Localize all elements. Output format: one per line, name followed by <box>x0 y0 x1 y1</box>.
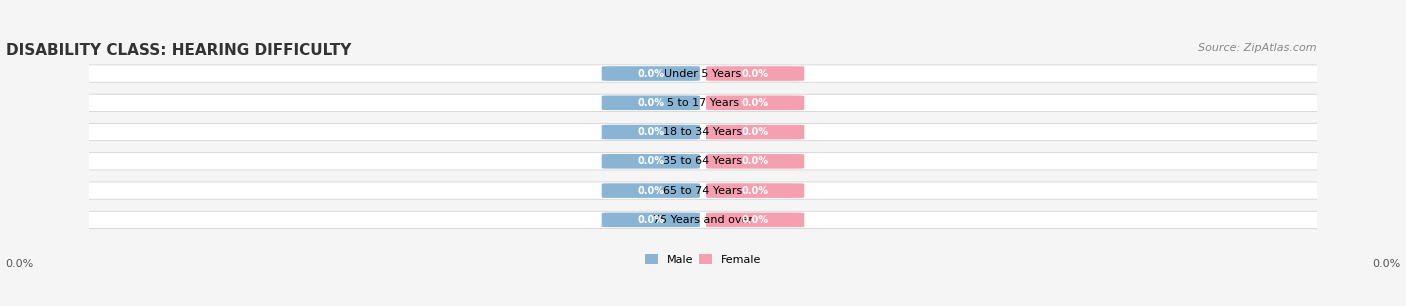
FancyBboxPatch shape <box>602 183 700 198</box>
Text: 5 to 17 Years: 5 to 17 Years <box>666 98 740 108</box>
Text: 0.0%: 0.0% <box>637 127 664 137</box>
FancyBboxPatch shape <box>706 183 804 198</box>
Text: 0.0%: 0.0% <box>742 156 769 166</box>
FancyBboxPatch shape <box>706 154 804 169</box>
FancyBboxPatch shape <box>77 211 1329 229</box>
Text: 0.0%: 0.0% <box>742 69 769 79</box>
Text: 0.0%: 0.0% <box>742 215 769 225</box>
Text: 0.0%: 0.0% <box>637 69 664 79</box>
Text: 35 to 64 Years: 35 to 64 Years <box>664 156 742 166</box>
Text: 0.0%: 0.0% <box>637 156 664 166</box>
Text: Under 5 Years: Under 5 Years <box>665 69 741 79</box>
Legend: Male, Female: Male, Female <box>644 254 762 264</box>
FancyBboxPatch shape <box>706 95 804 110</box>
Text: 0.0%: 0.0% <box>1372 259 1400 269</box>
Text: 0.0%: 0.0% <box>637 215 664 225</box>
FancyBboxPatch shape <box>602 95 700 110</box>
Text: 65 to 74 Years: 65 to 74 Years <box>664 186 742 196</box>
Text: 0.0%: 0.0% <box>742 98 769 108</box>
Text: 75 Years and over: 75 Years and over <box>652 215 754 225</box>
FancyBboxPatch shape <box>77 153 1329 170</box>
FancyBboxPatch shape <box>77 182 1329 199</box>
Text: DISABILITY CLASS: HEARING DIFFICULTY: DISABILITY CLASS: HEARING DIFFICULTY <box>6 43 352 58</box>
FancyBboxPatch shape <box>602 66 700 81</box>
FancyBboxPatch shape <box>77 65 1329 82</box>
FancyBboxPatch shape <box>602 213 700 227</box>
FancyBboxPatch shape <box>706 66 804 81</box>
Text: 0.0%: 0.0% <box>6 259 34 269</box>
FancyBboxPatch shape <box>77 123 1329 141</box>
FancyBboxPatch shape <box>602 154 700 169</box>
Text: 0.0%: 0.0% <box>637 98 664 108</box>
Text: Source: ZipAtlas.com: Source: ZipAtlas.com <box>1198 43 1317 53</box>
Text: 18 to 34 Years: 18 to 34 Years <box>664 127 742 137</box>
FancyBboxPatch shape <box>706 125 804 139</box>
Text: 0.0%: 0.0% <box>742 186 769 196</box>
FancyBboxPatch shape <box>602 125 700 139</box>
Text: 0.0%: 0.0% <box>637 186 664 196</box>
FancyBboxPatch shape <box>77 94 1329 111</box>
FancyBboxPatch shape <box>706 213 804 227</box>
Text: 0.0%: 0.0% <box>742 127 769 137</box>
